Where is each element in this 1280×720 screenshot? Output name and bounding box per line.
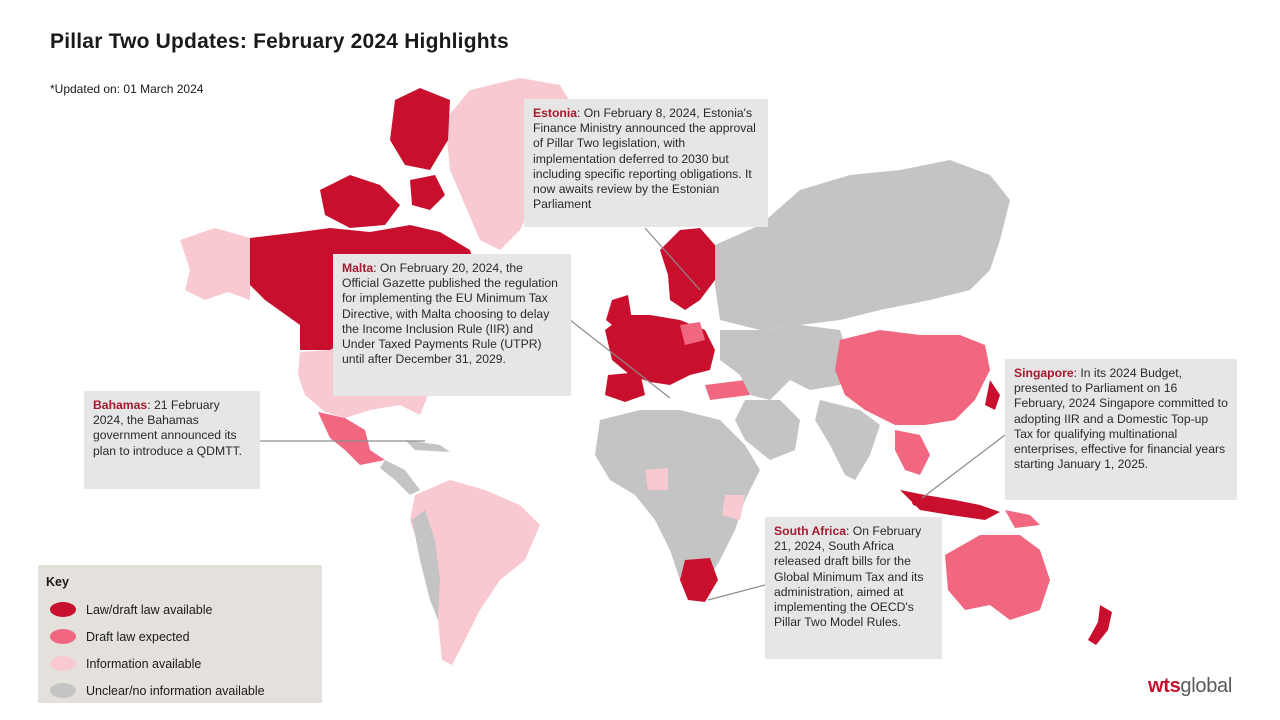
legend-item: Law/draft law available (46, 596, 314, 623)
region-nigeria (645, 468, 668, 490)
map-legend: Key Law/draft law available Draft law ex… (38, 565, 322, 703)
pointer-malta (569, 319, 671, 399)
region-mexico (318, 412, 385, 465)
updated-date: *Updated on: 01 March 2024 (50, 82, 204, 96)
region-russia (715, 160, 1010, 330)
region-turkey (705, 380, 750, 400)
callout-singapore-country: Singapore (1014, 366, 1074, 380)
page-title: Pillar Two Updates: February 2024 Highli… (50, 30, 509, 53)
callout-bahamas: Bahamas: 21 February 2024, the Bahamas g… (84, 391, 260, 489)
region-china (835, 330, 990, 425)
callout-south-africa: South Africa: On February 21, 2024, Sout… (765, 517, 942, 659)
callout-malta-text: : On February 20, 2024, the Official Gaz… (342, 261, 558, 367)
wts-global-logo: wtsglobal (1148, 675, 1232, 698)
region-central-asia (720, 325, 850, 400)
region-africa (595, 410, 760, 600)
region-south-america (410, 480, 540, 665)
region-alaska (180, 228, 250, 300)
region-png (1005, 510, 1040, 528)
legend-title: Key (46, 575, 69, 589)
region-scandinavia (660, 228, 715, 310)
pointer-south-africa (707, 584, 766, 601)
legend-label: Unclear/no information available (86, 683, 265, 698)
callout-singapore: Singapore: In its 2024 Budget, presented… (1005, 359, 1237, 500)
callout-bahamas-country: Bahamas (93, 398, 148, 412)
pointer-singapore (921, 434, 1006, 499)
region-kenya (722, 495, 745, 520)
region-japan (985, 380, 1000, 410)
region-canada-arctic (320, 88, 450, 228)
callout-south-africa-country: South Africa (774, 524, 846, 538)
region-south-africa (680, 558, 718, 602)
region-australia (945, 535, 1050, 620)
region-india (815, 400, 880, 480)
legend-label: Law/draft law available (86, 602, 213, 617)
legend-swatch-unclear (50, 683, 76, 698)
legend-swatch-draft (50, 629, 76, 644)
legend-item: Information available (46, 650, 314, 677)
legend-item: Unclear/no information available (46, 677, 314, 704)
callout-estonia-text: : On February 8, 2024, Estonia's Finance… (533, 106, 756, 212)
region-iberia (605, 372, 645, 402)
region-middle-east (735, 400, 800, 460)
region-central-america (380, 460, 420, 495)
legend-label: Draft law expected (86, 629, 190, 644)
logo-wts: wts (1147, 675, 1181, 697)
singapore-marker (912, 498, 920, 506)
callout-estonia: Estonia: On February 8, 2024, Estonia's … (524, 99, 768, 227)
region-uk (606, 295, 632, 330)
callout-malta: Malta: On February 20, 2024, the Officia… (333, 254, 571, 396)
callout-south-africa-text: : On February 21, 2024, South Africa rel… (774, 524, 924, 630)
legend-swatch-law (50, 602, 76, 617)
region-poland (680, 322, 705, 345)
region-southeast-asia (895, 430, 930, 475)
region-indonesia (900, 490, 1000, 520)
callout-bahamas-text: : 21 February 2024, the Bahamas governme… (93, 398, 243, 458)
region-new-zealand (1088, 605, 1112, 645)
callout-estonia-country: Estonia (533, 106, 578, 120)
pointer-estonia (644, 227, 701, 291)
region-caribbean (405, 440, 450, 452)
legend-swatch-info (50, 656, 76, 671)
legend-label: Information available (86, 656, 202, 671)
callout-malta-country: Malta (342, 261, 374, 275)
region-andes (412, 510, 440, 620)
legend-item: Draft law expected (46, 623, 314, 650)
logo-global: global (1180, 675, 1232, 697)
callout-singapore-text: : In its 2024 Budget, presented to Parli… (1014, 366, 1228, 472)
